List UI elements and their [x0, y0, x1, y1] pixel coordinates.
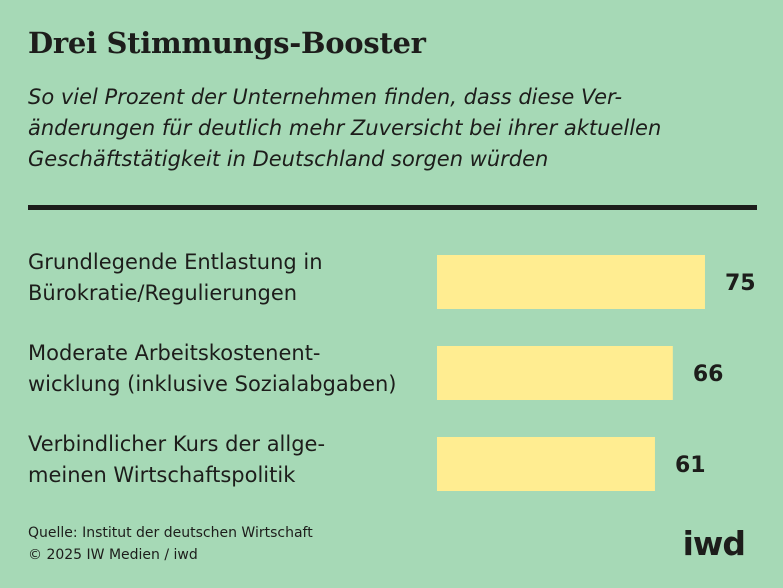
subtitle-line: änderungen für deutlich mehr Zuversicht … — [28, 116, 662, 140]
source-text: Quelle: Institut der deutschen Wirtschaf… — [28, 525, 313, 541]
category-label-line: Verbindlicher Kurs der allge- — [28, 432, 326, 456]
category-label-2: Moderate Arbeitskostenent- wicklung (ink… — [28, 338, 428, 400]
category-label-line: Moderate Arbeitskostenent- — [28, 341, 321, 365]
category-label-line: Grundlegende Entlastung in — [28, 250, 323, 274]
data-label-3: 61 — [675, 453, 706, 478]
data-label-2: 66 — [693, 362, 724, 387]
data-label-1: 75 — [725, 271, 756, 296]
category-label-line: wicklung (inklusive Sozialabgaben) — [28, 372, 397, 396]
category-label-3: Verbindlicher Kurs der allge- meinen Wir… — [28, 429, 428, 491]
copyright-text: © 2025 IW Medien / iwd — [28, 547, 198, 563]
subtitle-line: Geschäftstätigkeit in Deutschland sorgen… — [28, 147, 549, 171]
chart-title: Drei Stimmungs-Booster — [28, 26, 426, 60]
bar-3 — [437, 437, 655, 491]
bar-1 — [437, 255, 705, 309]
subtitle-line: So viel Prozent der Unternehmen finden, … — [28, 85, 623, 109]
iwd-logo: iwd — [682, 524, 746, 563]
divider-rule — [28, 205, 757, 210]
category-label-line: meinen Wirtschaftspolitik — [28, 463, 296, 487]
footer: Quelle: Institut der deutschen Wirtschaf… — [28, 522, 313, 566]
category-label-line: Bürokratie/Regulierungen — [28, 281, 298, 305]
chart-subtitle: So viel Prozent der Unternehmen finden, … — [28, 82, 728, 175]
bar-2 — [437, 346, 673, 400]
category-label-1: Grundlegende Entlastung in Bürokratie/Re… — [28, 247, 428, 309]
